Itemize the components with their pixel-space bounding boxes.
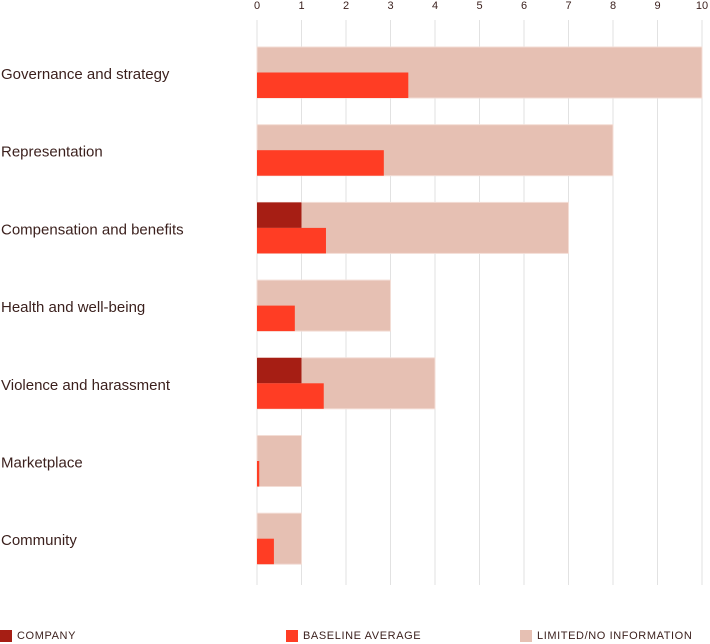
x-tick-label: 7 [565,0,571,12]
legend-swatch-baseline [286,630,298,642]
x-tick-label: 1 [298,0,304,12]
category-label: Governance and strategy [1,66,170,83]
category-label: Representation [1,144,103,161]
x-tick-label: 2 [343,0,349,12]
legend-swatch-limited [520,630,532,642]
bar-baseline [257,227,326,254]
category-label: Violence and harassment [1,377,171,394]
legend-item-limited: LIMITED/NO INFORMATION [520,630,692,642]
bar-chart: 0 1 2 3 4 5 6 7 8 9 10 Governance and strategy Repr… [1,0,708,585]
category-label: Health and well-being [1,299,145,316]
legend-label-baseline: BASELINE AVERAGE [303,630,422,642]
grid-lines [256,20,703,585]
bar-company [257,202,302,228]
bar-baseline [257,305,295,332]
x-tick-label: 3 [387,0,393,12]
bars [256,46,703,565]
legend-item-baseline: BASELINE AVERAGE [286,630,421,642]
legend: COMPANY BASELINE AVERAGE LIMITED/NO INFO… [0,630,710,644]
bar-baseline [257,72,409,98]
bar-baseline [257,383,324,409]
bar-baseline [257,538,274,565]
legend-swatch-company [0,630,12,642]
legend-label-limited: LIMITED/NO INFORMATION [537,630,693,642]
category-label: Compensation and benefits [1,221,184,238]
x-axis-ticks: 0 1 2 3 4 5 6 7 8 9 10 [254,0,708,12]
x-tick-label: 8 [610,0,616,12]
legend-label-company: COMPANY [17,630,77,642]
x-tick-label: 5 [476,0,482,12]
category-label: Marketplace [1,455,83,472]
x-tick-label: 0 [254,0,260,12]
bar-company [257,357,302,384]
bar-baseline [257,461,260,487]
bar-limited [256,435,302,487]
legend-item-company: COMPANY [0,630,76,642]
x-tick-label: 10 [696,0,708,12]
x-tick-label: 4 [432,0,438,12]
x-tick-label: 9 [654,0,660,12]
bar-baseline [257,150,384,176]
category-label: Community [1,532,77,549]
category-labels: Governance and strategy Representation Com… [1,66,184,549]
x-tick-label: 6 [521,0,527,12]
